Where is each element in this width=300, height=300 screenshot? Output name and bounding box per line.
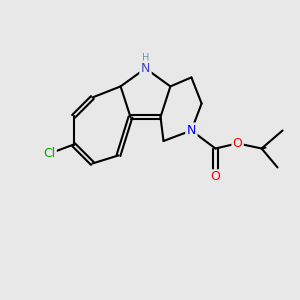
Text: Cl: Cl bbox=[44, 147, 56, 160]
Text: O: O bbox=[233, 137, 242, 150]
Text: N: N bbox=[187, 124, 196, 137]
Text: N: N bbox=[141, 62, 150, 75]
Text: O: O bbox=[211, 170, 220, 184]
Text: H: H bbox=[142, 53, 149, 63]
